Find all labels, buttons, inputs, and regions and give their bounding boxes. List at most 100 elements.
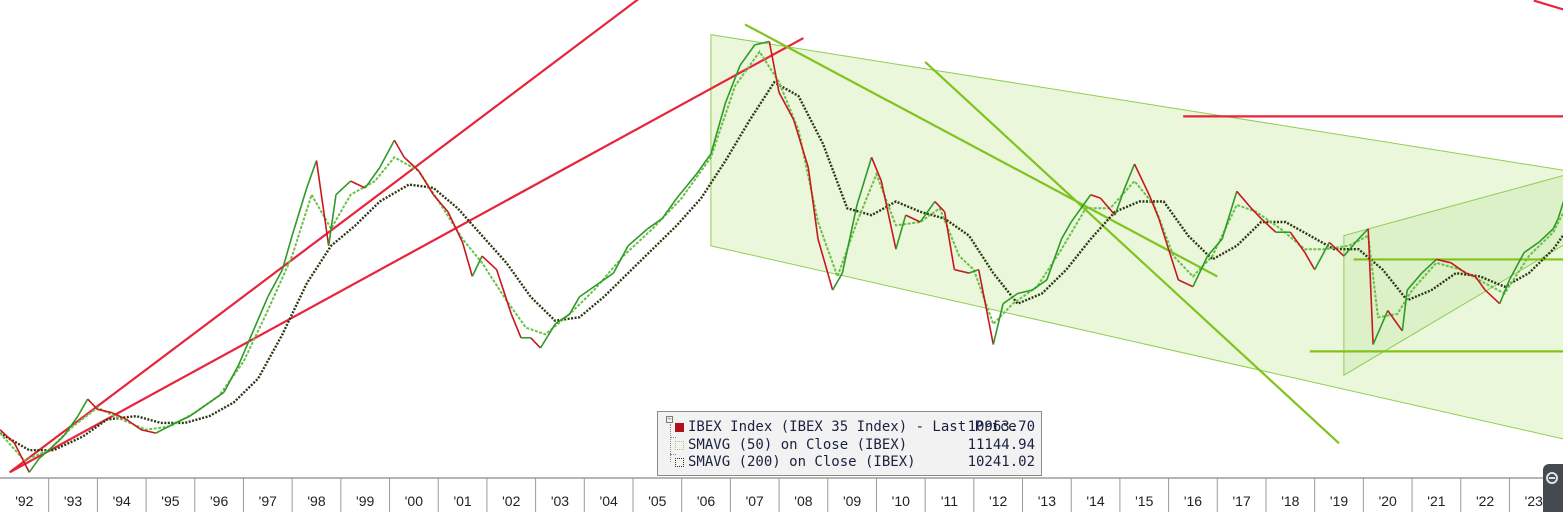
legend-value: 10241.02 bbox=[967, 454, 1035, 470]
price-segment bbox=[1343, 238, 1360, 257]
price-segment bbox=[1484, 289, 1501, 305]
x-tick-label: '95 bbox=[161, 493, 179, 509]
legend-value: 11144.94 bbox=[967, 437, 1035, 453]
x-tick-label: '15 bbox=[1135, 493, 1153, 509]
price-segment bbox=[1260, 217, 1277, 233]
price-segment bbox=[87, 398, 98, 410]
price-segment bbox=[1465, 272, 1476, 278]
price-segment bbox=[1523, 241, 1540, 254]
price-segment bbox=[695, 153, 712, 175]
price-segment bbox=[880, 180, 897, 250]
price-segment bbox=[495, 269, 513, 315]
price-segment bbox=[676, 173, 697, 199]
price-segment bbox=[919, 201, 936, 223]
price-segment bbox=[1250, 207, 1262, 220]
price-segment bbox=[1114, 187, 1126, 216]
x-tick-label: '94 bbox=[113, 493, 131, 509]
price-segment bbox=[267, 269, 284, 298]
price-segment bbox=[1148, 194, 1160, 219]
price-segment bbox=[778, 92, 795, 121]
price-segment bbox=[350, 180, 366, 189]
sma50-swatch-icon bbox=[675, 441, 684, 450]
price-segment bbox=[554, 313, 571, 325]
price-segment bbox=[1046, 238, 1063, 281]
price-segment bbox=[934, 200, 946, 213]
price-segment bbox=[1387, 310, 1403, 332]
price-segment bbox=[1133, 163, 1150, 196]
price-segment bbox=[1192, 255, 1209, 288]
price-segment bbox=[817, 238, 834, 291]
x-tick-label: '92 bbox=[15, 493, 33, 509]
price-segment bbox=[724, 65, 741, 104]
x-tick-label: '17 bbox=[1233, 493, 1251, 509]
price-segment bbox=[364, 167, 381, 189]
x-tick-label: '14 bbox=[1086, 493, 1104, 509]
price-segment bbox=[1538, 228, 1554, 243]
sma200-swatch-icon bbox=[675, 458, 684, 467]
price-segment bbox=[807, 167, 819, 240]
price-segment bbox=[461, 242, 474, 277]
price-segment bbox=[870, 156, 883, 182]
price-segment bbox=[418, 170, 435, 196]
price-segment bbox=[831, 272, 844, 291]
price-segment bbox=[62, 415, 79, 438]
x-tick-label: '23 bbox=[1525, 493, 1543, 509]
price-segment bbox=[510, 313, 522, 339]
trendline-1 bbox=[9, 37, 804, 474]
x-tick-label: '01 bbox=[453, 493, 471, 509]
price-segment bbox=[189, 401, 210, 417]
x-tick-label: '98 bbox=[307, 493, 325, 509]
price-segment bbox=[905, 214, 921, 223]
price-segment bbox=[739, 44, 756, 66]
price-segment bbox=[992, 303, 1004, 345]
price-segment bbox=[38, 449, 50, 460]
collapse-icon[interactable] bbox=[1546, 472, 1558, 484]
x-tick-label: '12 bbox=[989, 493, 1007, 509]
price-segment bbox=[1236, 190, 1252, 209]
x-tick-label: '97 bbox=[259, 493, 277, 509]
x-tick-label: '21 bbox=[1427, 493, 1445, 509]
price-segment bbox=[306, 160, 318, 189]
series-sma200 bbox=[0, 80, 1563, 452]
price-segment bbox=[111, 411, 127, 421]
price-segment bbox=[327, 194, 337, 246]
price-segment bbox=[1552, 218, 1559, 230]
x-tick-label: '16 bbox=[1184, 493, 1202, 509]
x-tick-label: '19 bbox=[1330, 493, 1348, 509]
x-tick-label: '02 bbox=[502, 493, 520, 509]
price-segment bbox=[1450, 262, 1467, 274]
price-segment bbox=[968, 268, 979, 274]
price-segment bbox=[208, 391, 225, 404]
price-segment bbox=[447, 211, 464, 243]
price-segment bbox=[141, 428, 156, 434]
channel-layer bbox=[710, 34, 1563, 440]
price-segment bbox=[1421, 258, 1437, 274]
price-segment bbox=[471, 255, 483, 277]
collapse-toggle-icon[interactable]: − bbox=[666, 415, 673, 423]
chart-options-tab[interactable] bbox=[1543, 464, 1563, 512]
price-segment bbox=[792, 119, 810, 168]
price-segment bbox=[568, 296, 581, 315]
price-segment bbox=[281, 235, 293, 270]
trendline-7 bbox=[924, 61, 1340, 445]
price-segment bbox=[627, 228, 649, 247]
price-segment bbox=[841, 204, 858, 274]
legend-row-sma200: SMAVG (200) on Close (IBEX) 10241.02 bbox=[658, 454, 1041, 471]
price-swatch-icon bbox=[675, 423, 684, 432]
price-segment bbox=[1002, 292, 1019, 305]
series-price bbox=[0, 40, 1563, 473]
legend-label: SMAVG (50) on Close (IBEX) bbox=[688, 437, 908, 453]
series-layer bbox=[0, 40, 1563, 473]
price-segment bbox=[48, 435, 64, 451]
price-segment bbox=[754, 40, 770, 46]
price-segment bbox=[1060, 221, 1072, 240]
price-segment bbox=[1372, 310, 1389, 345]
price-segment bbox=[1557, 200, 1563, 219]
x-tick-label: '18 bbox=[1281, 493, 1299, 509]
legend-label: SMAVG (200) on Close (IBEX) bbox=[688, 454, 916, 470]
price-segment bbox=[1313, 242, 1330, 271]
price-segment bbox=[291, 187, 308, 236]
price-segment bbox=[1124, 163, 1136, 189]
price-segment bbox=[174, 415, 191, 424]
